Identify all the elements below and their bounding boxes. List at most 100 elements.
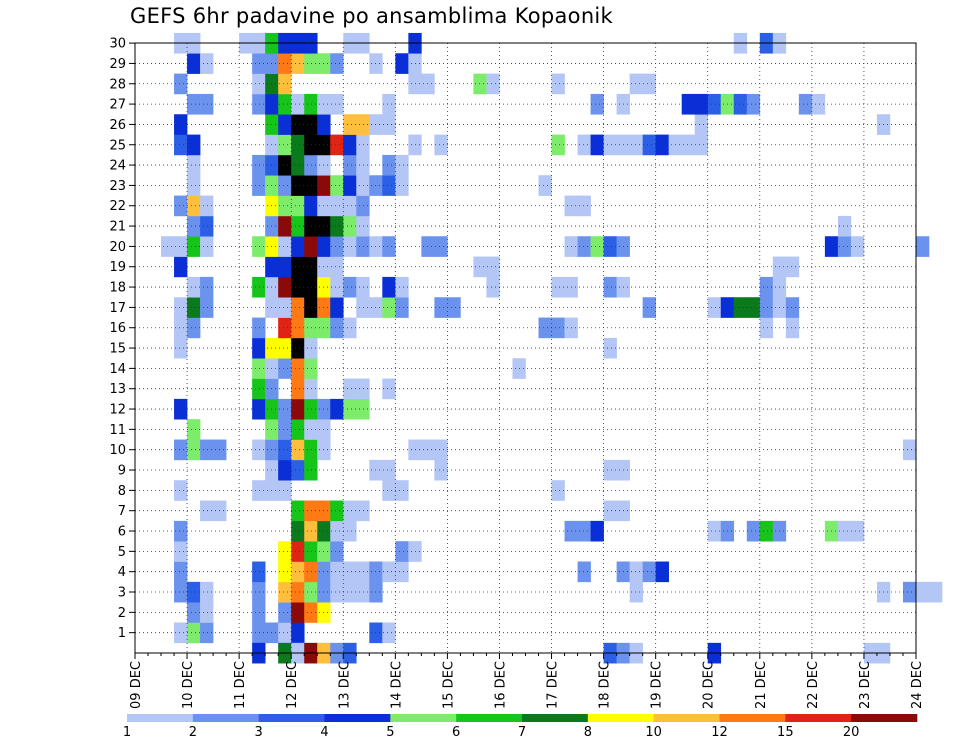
heatmap-cell bbox=[785, 256, 800, 278]
heatmap-cell bbox=[603, 500, 617, 522]
heatmap-cell bbox=[356, 561, 370, 583]
heatmap-cell bbox=[304, 459, 318, 481]
y-tick-label: 21 bbox=[109, 220, 126, 235]
heatmap-cell bbox=[343, 134, 357, 156]
colorbar-swatch bbox=[851, 714, 918, 722]
heatmap-cell bbox=[330, 500, 344, 522]
heatmap-cell bbox=[278, 256, 292, 278]
heatmap-cell bbox=[850, 236, 865, 257]
colorbar-swatch bbox=[719, 714, 786, 722]
heatmap-cell bbox=[330, 561, 344, 583]
colorbar-label: 10 bbox=[645, 725, 662, 740]
heatmap-cell bbox=[200, 602, 214, 623]
heatmap-cell bbox=[291, 175, 305, 196]
y-tick-label: 19 bbox=[109, 260, 126, 275]
heatmap-cell bbox=[278, 398, 292, 420]
y-tick-label: 10 bbox=[109, 443, 126, 458]
heatmap-cell bbox=[252, 73, 266, 95]
heatmap-cell bbox=[304, 358, 318, 379]
heatmap-cell bbox=[343, 520, 357, 542]
heatmap-cell bbox=[642, 73, 656, 95]
colorbar-swatch bbox=[390, 714, 457, 722]
heatmap-cell bbox=[304, 236, 318, 257]
heatmap-cell bbox=[278, 317, 292, 339]
heatmap-cell bbox=[330, 256, 344, 278]
heatmap-cell bbox=[330, 317, 344, 339]
heatmap-cell bbox=[291, 276, 305, 298]
y-tick-label: 28 bbox=[109, 77, 126, 92]
heatmap-cell bbox=[382, 93, 396, 115]
heatmap-cell bbox=[330, 175, 344, 196]
x-tick-label: 20 DEC bbox=[702, 661, 717, 709]
heatmap-cell bbox=[174, 622, 188, 644]
heatmap-cell bbox=[252, 358, 266, 379]
heatmap-cell bbox=[174, 337, 188, 359]
heatmap-cell bbox=[252, 154, 266, 176]
x-tick-label: 11 DEC bbox=[233, 661, 248, 709]
heatmap-cell bbox=[421, 236, 435, 257]
heatmap-cell bbox=[304, 419, 318, 440]
heatmap-cell bbox=[252, 561, 266, 583]
y-tick-label: 15 bbox=[109, 342, 126, 357]
heatmap-cell bbox=[278, 93, 292, 115]
gridlines bbox=[135, 42, 916, 653]
heatmap-cell bbox=[187, 276, 201, 298]
heatmap-cell bbox=[187, 297, 201, 318]
heatmap-cell bbox=[382, 459, 396, 481]
colorbar-swatch bbox=[587, 714, 654, 722]
heatmap-cell bbox=[174, 561, 188, 583]
heatmap-cell bbox=[291, 297, 305, 318]
heatmap-cell bbox=[291, 602, 305, 623]
colorbar-swatch bbox=[192, 714, 259, 722]
heatmap-cell bbox=[291, 398, 305, 420]
heatmap-cell bbox=[187, 175, 201, 196]
heatmap-cell bbox=[291, 622, 305, 644]
heatmap-cell bbox=[655, 134, 669, 156]
heatmap-cell bbox=[291, 337, 305, 359]
heatmap-cell bbox=[174, 134, 188, 156]
colorbar-label: 15 bbox=[777, 725, 794, 740]
heatmap-cell bbox=[603, 236, 617, 257]
heatmap-cell bbox=[252, 317, 266, 339]
heatmap-cell bbox=[395, 154, 409, 176]
heatmap-cell bbox=[538, 317, 552, 339]
heatmap-cell bbox=[850, 520, 865, 542]
y-tick-label: 11 bbox=[109, 423, 126, 438]
heatmap-cell bbox=[252, 337, 266, 359]
heatmap-cell bbox=[395, 276, 409, 298]
x-tick-label: 12 DEC bbox=[285, 661, 300, 709]
heatmap-cell bbox=[304, 175, 318, 196]
heatmap-cell bbox=[187, 134, 201, 156]
heatmap-cell bbox=[916, 236, 930, 257]
colorbar-label: 6 bbox=[452, 725, 460, 740]
heatmap-cell bbox=[343, 236, 357, 257]
heatmap-cell bbox=[291, 439, 305, 461]
heatmap-cell bbox=[382, 297, 396, 318]
heatmap-cell bbox=[291, 459, 305, 481]
heatmap-cell bbox=[655, 561, 669, 583]
heatmap-cell bbox=[395, 541, 409, 562]
heatmap-cell bbox=[252, 581, 266, 603]
colorbar-swatch bbox=[785, 714, 852, 722]
heatmap-cell bbox=[187, 215, 201, 237]
heatmap-cell bbox=[395, 480, 409, 501]
heatmap-cell bbox=[902, 439, 917, 461]
heatmap-cell bbox=[603, 337, 617, 359]
heatmap-cell bbox=[187, 439, 201, 461]
heatmap-cell bbox=[577, 236, 591, 257]
y-tick-label: 14 bbox=[109, 362, 126, 377]
heatmap-cell bbox=[577, 520, 591, 542]
heatmap-cell bbox=[304, 500, 318, 522]
heatmap-cell bbox=[304, 215, 318, 237]
y-tick-label: 27 bbox=[109, 98, 126, 113]
heatmap-cell bbox=[642, 561, 656, 583]
x-tick-label: 18 DEC bbox=[598, 661, 613, 709]
heatmap-cell bbox=[330, 297, 344, 318]
heatmap-cell bbox=[304, 378, 318, 400]
colorbar-label: 12 bbox=[711, 725, 728, 740]
heatmap-cell bbox=[603, 134, 617, 156]
heatmap-cell bbox=[330, 134, 344, 156]
heatmap-cell bbox=[356, 114, 370, 135]
heatmap-cell bbox=[421, 73, 435, 95]
y-tick-label: 23 bbox=[109, 179, 126, 194]
